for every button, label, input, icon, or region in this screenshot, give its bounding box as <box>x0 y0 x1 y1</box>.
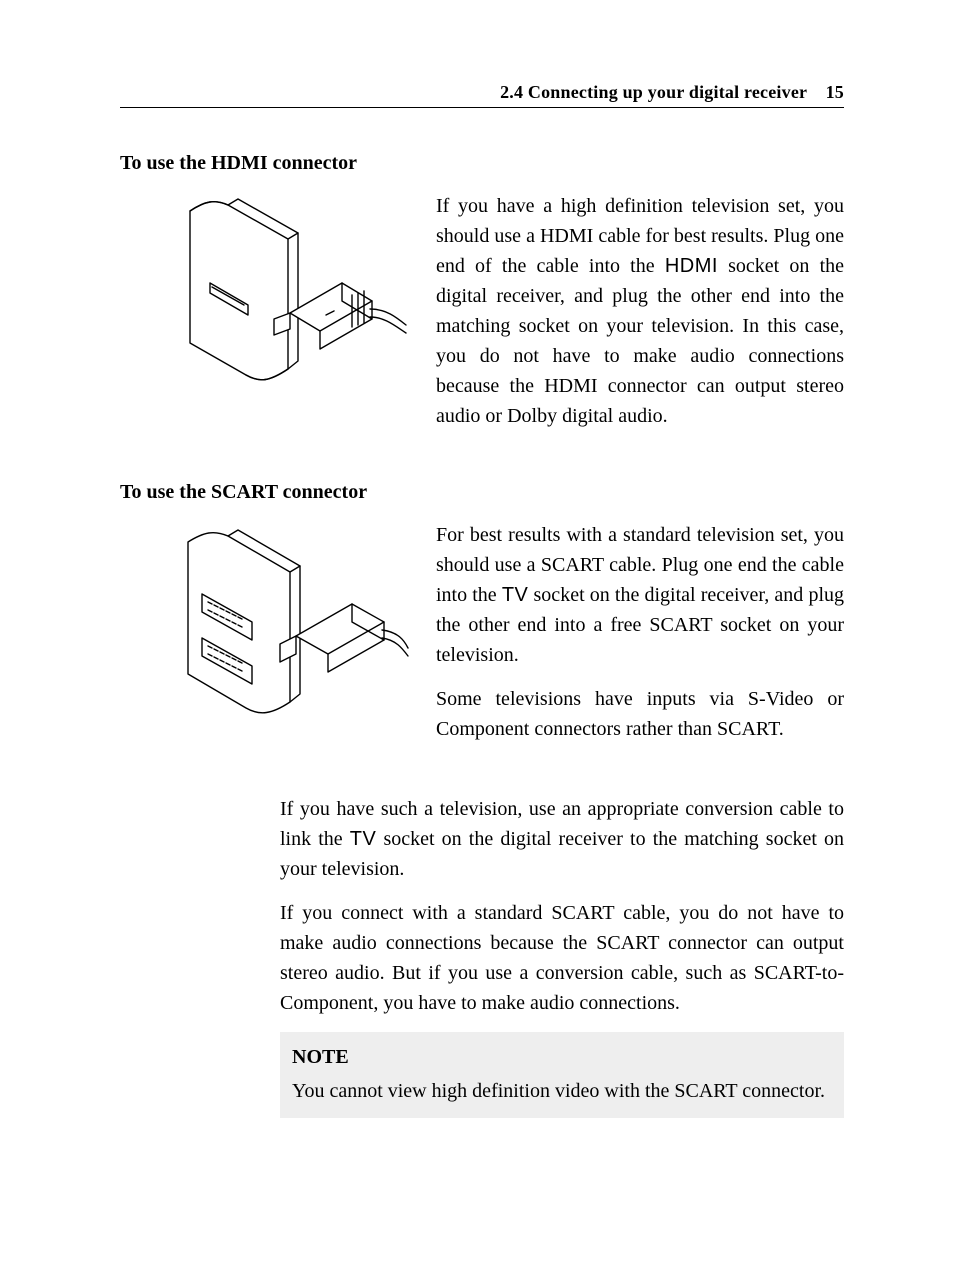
scart-tail-p1: If you have such a television, use an ap… <box>280 794 844 884</box>
scart-figure <box>120 520 410 720</box>
hdmi-paragraph: If you have a high definition television… <box>436 191 844 431</box>
scart-tail-p2: If you connect with a standard SCART cab… <box>280 898 844 1018</box>
scart-p1-tech: TV <box>502 584 529 606</box>
scart-body: For best results with a standard televis… <box>436 520 844 758</box>
hdmi-section: If you have a high definition television… <box>120 191 844 445</box>
header-section-title: Connecting up your digital receiver <box>528 82 807 102</box>
header-section-number: 2.4 <box>500 82 523 102</box>
hdmi-body: If you have a high definition television… <box>436 191 844 445</box>
scart-tail: If you have such a television, use an ap… <box>280 794 844 1018</box>
scart-p2: Some televisions have inputs via S-Video… <box>436 684 844 744</box>
note-body: You cannot view high definition video wi… <box>292 1076 832 1106</box>
page-root: 2.4 Connecting up your digital receiver … <box>0 0 954 1272</box>
scart-section: For best results with a standard televis… <box>120 520 844 758</box>
hdmi-figure <box>120 191 410 391</box>
scart-heading: To use the SCART connector <box>120 481 844 504</box>
scart-tail-p1-tech: TV <box>350 828 377 850</box>
header-page-number: 15 <box>826 82 844 102</box>
hdmi-para-post: socket on the digital receiver, and plug… <box>436 255 844 427</box>
hdmi-tech-word: HDMI <box>665 255 718 277</box>
note-heading: NOTE <box>292 1042 832 1072</box>
hdmi-heading: To use the HDMI connector <box>120 152 844 175</box>
running-header: 2.4 Connecting up your digital receiver … <box>120 82 844 108</box>
note-box: NOTE You cannot view high definition vid… <box>280 1032 844 1118</box>
scart-p1: For best results with a standard televis… <box>436 520 844 670</box>
